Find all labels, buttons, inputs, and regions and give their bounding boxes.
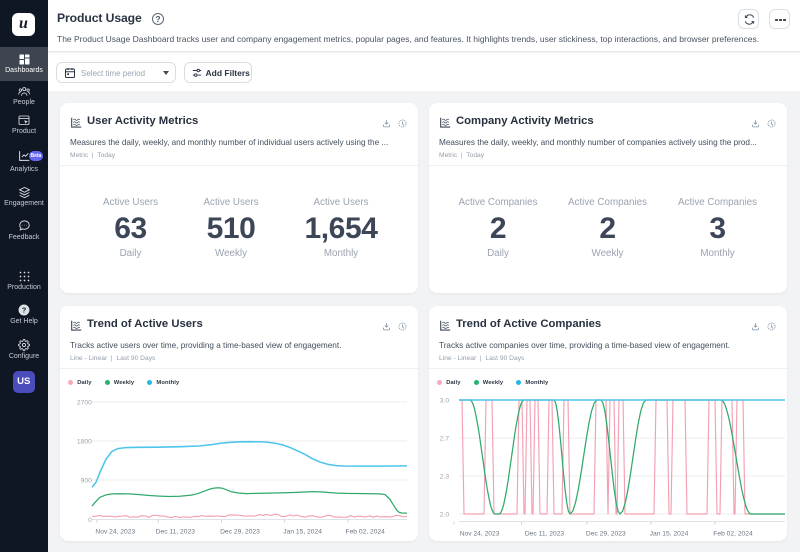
svg-text:2.3: 2.3 bbox=[440, 473, 450, 480]
svg-text:Jan 15, 2024: Jan 15, 2024 bbox=[283, 529, 322, 536]
svg-text:Nov 24, 2023: Nov 24, 2023 bbox=[460, 531, 500, 538]
svg-text:3.0: 3.0 bbox=[440, 397, 450, 404]
svg-text:0: 0 bbox=[88, 517, 92, 524]
svg-text:Dec 11, 2023: Dec 11, 2023 bbox=[156, 529, 196, 536]
svg-text:Dec 29, 2023: Dec 29, 2023 bbox=[220, 529, 260, 536]
svg-text:900: 900 bbox=[81, 477, 92, 484]
svg-text:2.0: 2.0 bbox=[440, 511, 450, 518]
svg-text:2.7: 2.7 bbox=[440, 435, 450, 442]
svg-text:Jan 15, 2024: Jan 15, 2024 bbox=[650, 531, 689, 538]
svg-text:Nov 24, 2023: Nov 24, 2023 bbox=[95, 529, 135, 536]
svg-text:Feb 02, 2024: Feb 02, 2024 bbox=[713, 531, 753, 538]
svg-text:Feb 02, 2024: Feb 02, 2024 bbox=[345, 529, 385, 536]
svg-text:Dec 11, 2023: Dec 11, 2023 bbox=[525, 531, 565, 538]
svg-text:?: ? bbox=[22, 306, 26, 314]
svg-text:Dec 29, 2023: Dec 29, 2023 bbox=[586, 531, 626, 538]
svg-text:1800: 1800 bbox=[77, 438, 92, 445]
svg-text:2700: 2700 bbox=[77, 399, 92, 406]
